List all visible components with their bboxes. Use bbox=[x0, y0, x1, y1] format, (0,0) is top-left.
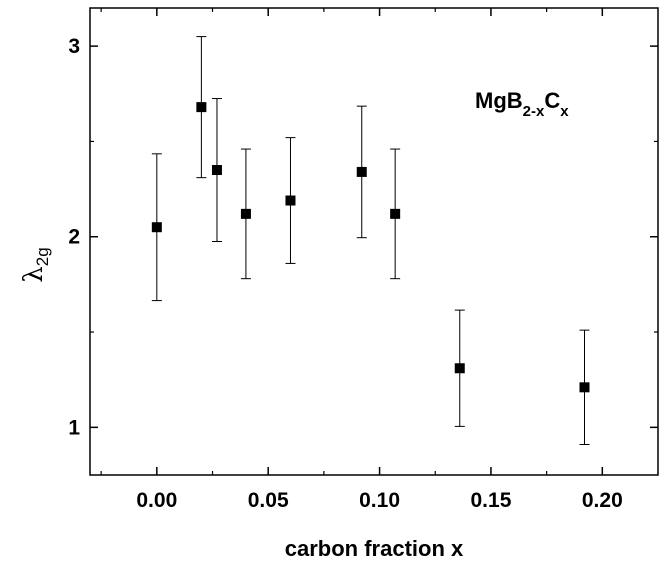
annotation-sub-2: x bbox=[560, 103, 569, 120]
annotation-part-2: C bbox=[544, 88, 560, 113]
ticks bbox=[90, 8, 658, 475]
y-tick-label: 1 bbox=[68, 416, 80, 439]
y-tick-label: 2 bbox=[68, 226, 80, 249]
compound-annotation: MgB2-xCx bbox=[475, 88, 569, 120]
annotation-part-1: MgB bbox=[475, 88, 523, 113]
plot-frame bbox=[89, 7, 659, 476]
data-point bbox=[240, 208, 251, 219]
x-tick-label: 0.10 bbox=[359, 489, 400, 512]
y-axis-label: λ2g bbox=[19, 247, 52, 282]
data-point bbox=[196, 102, 207, 113]
x-tick-label: 0.20 bbox=[582, 489, 623, 512]
x-tick-label: 0.00 bbox=[136, 489, 177, 512]
data-point bbox=[151, 222, 162, 233]
data-point bbox=[356, 166, 367, 177]
error-bars bbox=[151, 36, 590, 446]
annotation-sub-1: 2-x bbox=[523, 103, 545, 120]
x-tick-label: 0.15 bbox=[471, 489, 512, 512]
y-axis-label-sub: 2g bbox=[33, 247, 52, 266]
data-point bbox=[211, 165, 222, 176]
x-axis-label: carbon fraction x bbox=[285, 536, 464, 561]
y-tick-label: 3 bbox=[68, 35, 80, 58]
x-tick-labels: 0.00 0.05 0.10 0.15 0.20 bbox=[136, 489, 622, 512]
data-point bbox=[579, 382, 590, 393]
y-axis-label-main: λ bbox=[19, 266, 49, 282]
data-points bbox=[151, 102, 590, 393]
data-point bbox=[454, 363, 465, 374]
data-point bbox=[390, 208, 401, 219]
data-point bbox=[285, 195, 296, 206]
x-tick-label: 0.05 bbox=[248, 489, 289, 512]
y-tick-labels: 1 2 3 bbox=[68, 35, 80, 439]
